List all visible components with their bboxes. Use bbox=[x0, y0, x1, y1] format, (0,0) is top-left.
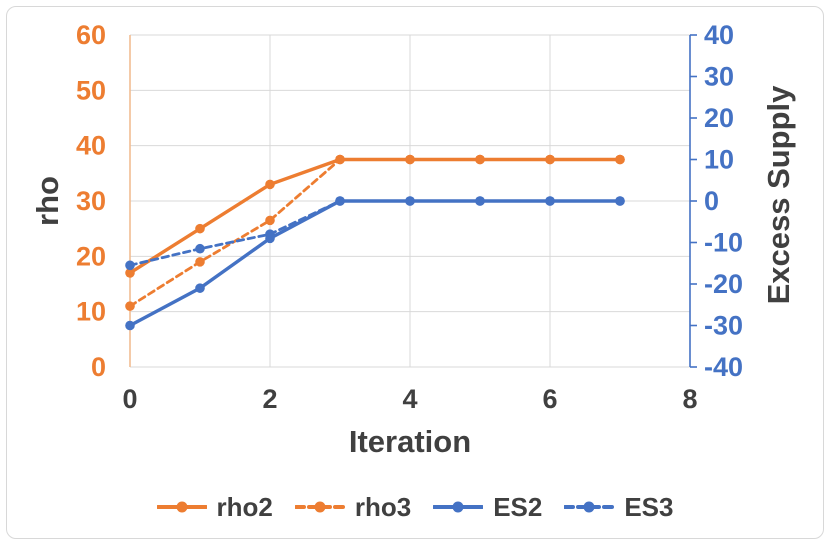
series-line-ES3 bbox=[128, 199, 622, 267]
y-tick-label-right: 10 bbox=[704, 145, 734, 175]
marker-ES2 bbox=[125, 320, 135, 331]
legend-label: ES2 bbox=[493, 491, 543, 522]
marker-ES3 bbox=[125, 260, 135, 271]
marker-rho2 bbox=[195, 223, 205, 234]
y-tick-label-left: 60 bbox=[76, 20, 106, 50]
chart-canvas: 0 10 20 30 40 50 60 -40 -30 -20 -10 0 10 20 30 40 0 2 4 6 8 I… bbox=[30, 20, 796, 459]
marker-rho3 bbox=[475, 154, 485, 165]
legend-item-rho2: rho2 bbox=[156, 491, 273, 523]
legend-dot bbox=[452, 501, 464, 513]
marker-rho3 bbox=[615, 154, 625, 165]
legend-marker-dashed-line bbox=[294, 501, 345, 513]
y-tick-label-left: 10 bbox=[76, 297, 106, 327]
y-tick-label-left: 30 bbox=[76, 186, 106, 216]
legend-marker-solid-line bbox=[433, 501, 484, 513]
y-tick-label-right: 40 bbox=[704, 20, 734, 50]
legend-dot bbox=[583, 501, 595, 513]
series-line-rho3 bbox=[128, 158, 622, 308]
legend-marker-solid-line bbox=[156, 501, 207, 513]
x-tick-label: 4 bbox=[402, 384, 417, 414]
x-tick-label: 0 bbox=[122, 384, 137, 414]
y-tick-label-right: 20 bbox=[704, 103, 734, 133]
marker-ES2 bbox=[195, 283, 205, 293]
marker-rho2 bbox=[125, 268, 135, 278]
marker-rho3 bbox=[125, 301, 135, 311]
legend-label: ES3 bbox=[624, 491, 674, 522]
legend-dot bbox=[176, 501, 187, 513]
x-tick-label: 2 bbox=[262, 384, 277, 414]
legend-marker-dashed-line bbox=[564, 501, 615, 513]
chart-legend: rho2 rho3 ES2 ES3 bbox=[0, 487, 830, 527]
y-tick-label-left: 0 bbox=[91, 352, 106, 382]
y-tick-label-right: -10 bbox=[704, 228, 743, 258]
y-tick-label-right: -20 bbox=[704, 269, 743, 299]
y-tick-label-right: 0 bbox=[704, 186, 719, 216]
y-tick-label-left: 40 bbox=[76, 131, 106, 161]
marker-ES3 bbox=[265, 229, 275, 239]
marker-rho3 bbox=[265, 215, 275, 226]
legend-item-ES3: ES3 bbox=[564, 491, 674, 523]
legend-item-rho3: rho3 bbox=[294, 491, 412, 523]
marker-ES3 bbox=[405, 196, 415, 206]
legend-label: rho3 bbox=[354, 491, 412, 522]
marker-rho3 bbox=[545, 154, 555, 165]
marker-rho2 bbox=[265, 179, 275, 190]
x-tick-label: 6 bbox=[542, 384, 557, 414]
x-axis-title: Iteration bbox=[349, 424, 471, 459]
y-axis-title-right: Excess Supply bbox=[761, 85, 796, 305]
marker-ES3 bbox=[475, 196, 485, 206]
legend-item-ES2: ES2 bbox=[433, 492, 542, 523]
marker-rho3 bbox=[405, 154, 415, 165]
legend-dot bbox=[314, 501, 326, 513]
y-axis-title-left: rho bbox=[30, 176, 65, 226]
y-tick-label-right: 30 bbox=[704, 62, 734, 92]
marker-rho3 bbox=[335, 154, 345, 165]
y-tick-label-right: -30 bbox=[704, 311, 743, 341]
legend-label: rho2 bbox=[216, 491, 273, 522]
y-tick-label-right: -40 bbox=[704, 352, 743, 382]
marker-ES3 bbox=[545, 196, 555, 206]
marker-ES3 bbox=[615, 196, 625, 206]
x-tick-label: 8 bbox=[682, 384, 697, 414]
y-tick-label-left: 20 bbox=[76, 241, 106, 271]
marker-ES3 bbox=[195, 243, 205, 254]
y-tick-label-left: 50 bbox=[76, 75, 106, 105]
marker-ES3 bbox=[335, 196, 345, 206]
marker-rho3 bbox=[195, 257, 205, 267]
